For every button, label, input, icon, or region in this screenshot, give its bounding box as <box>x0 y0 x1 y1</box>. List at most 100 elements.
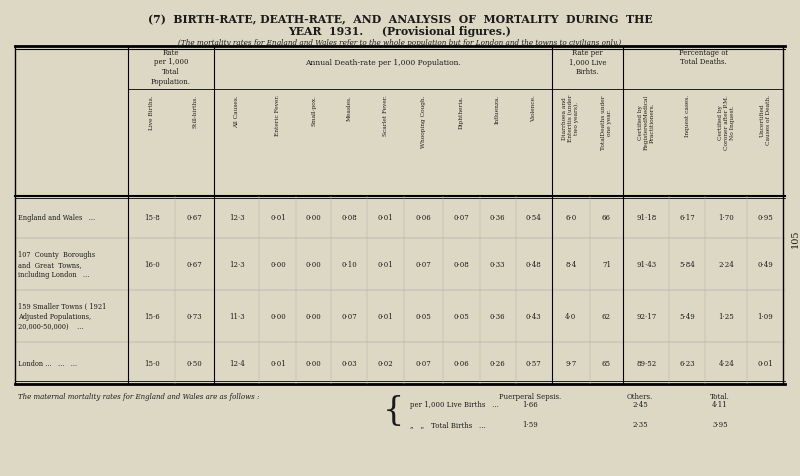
Text: Measles.: Measles. <box>347 95 352 120</box>
Text: England and Wales   ...: England and Wales ... <box>18 214 95 221</box>
Text: Diphtheria.: Diphtheria. <box>458 95 463 129</box>
Text: 0·67: 0·67 <box>187 260 202 268</box>
Text: 91·43: 91·43 <box>636 260 656 268</box>
Text: 12·4: 12·4 <box>229 359 245 367</box>
Text: 0·50: 0·50 <box>187 359 202 367</box>
Text: 91·18: 91·18 <box>636 214 656 221</box>
Text: Annual Death-rate per 1,000 Population.: Annual Death-rate per 1,000 Population. <box>305 59 461 67</box>
Text: 0·67: 0·67 <box>187 214 202 221</box>
Text: 1·59: 1·59 <box>522 420 538 428</box>
Text: 5·84: 5·84 <box>679 260 695 268</box>
Text: 0·01: 0·01 <box>270 359 286 367</box>
Text: 0·48: 0·48 <box>526 260 542 268</box>
Text: 89·52: 89·52 <box>636 359 656 367</box>
Text: 0·01: 0·01 <box>758 359 773 367</box>
Text: per 1,000 Live Births   ...: per 1,000 Live Births ... <box>410 400 499 408</box>
Text: 3·95: 3·95 <box>712 420 728 428</box>
Text: 0·36: 0·36 <box>490 214 506 221</box>
Text: Whooping Cough.: Whooping Cough. <box>421 95 426 147</box>
Text: 0·95: 0·95 <box>758 214 773 221</box>
Text: 6·0: 6·0 <box>565 214 576 221</box>
Text: 0·01: 0·01 <box>378 312 394 320</box>
Text: 105: 105 <box>790 229 799 248</box>
Text: YEAR  1931.     (Provisional figures.): YEAR 1931. (Provisional figures.) <box>289 26 511 37</box>
Text: (The mortality rates for England and Wales refer to the whole population but for: (The mortality rates for England and Wal… <box>178 39 622 47</box>
Text: 0·07: 0·07 <box>415 359 431 367</box>
Text: Influenza.: Influenza. <box>495 95 500 124</box>
Text: 8·4: 8·4 <box>565 260 576 268</box>
Text: 71: 71 <box>602 260 611 268</box>
Text: 2·45: 2·45 <box>632 400 648 408</box>
Text: 2·24: 2·24 <box>718 260 734 268</box>
Text: Certified by
RegisteredMedical
Practitioners.: Certified by RegisteredMedical Practitio… <box>638 95 654 150</box>
Text: „   „   Total Births   ...: „ „ Total Births ... <box>410 420 486 428</box>
Text: 15·8: 15·8 <box>144 214 159 221</box>
Text: 0·49: 0·49 <box>758 260 773 268</box>
Text: 0·05: 0·05 <box>415 312 431 320</box>
Text: 0·10: 0·10 <box>342 260 358 268</box>
Text: 6·23: 6·23 <box>679 359 695 367</box>
Text: Still-births.: Still-births. <box>192 95 198 128</box>
Text: 0·01: 0·01 <box>270 214 286 221</box>
Text: 5·49: 5·49 <box>679 312 695 320</box>
Text: {: { <box>382 394 404 426</box>
Text: 1·09: 1·09 <box>758 312 773 320</box>
Text: 0·36: 0·36 <box>490 312 506 320</box>
Text: (7)  BIRTH-RATE, DEATH-RATE,  AND  ANALYSIS  OF  MORTALITY  DURING  THE: (7) BIRTH-RATE, DEATH-RATE, AND ANALYSIS… <box>148 14 652 25</box>
Text: Scarlet Fever.: Scarlet Fever. <box>383 95 388 136</box>
Text: 92·17: 92·17 <box>636 312 656 320</box>
Text: TotalDeaths under
one year.: TotalDeaths under one year. <box>601 95 612 149</box>
Text: 15·6: 15·6 <box>144 312 159 320</box>
Text: 0·26: 0·26 <box>490 359 506 367</box>
Text: 0·57: 0·57 <box>526 359 542 367</box>
Text: 0·73: 0·73 <box>187 312 202 320</box>
Text: 0·06: 0·06 <box>415 214 431 221</box>
Text: Rate
per 1,000
Total
Population.: Rate per 1,000 Total Population. <box>151 49 191 85</box>
Text: Rate per
1,000 Live
Birhts.: Rate per 1,000 Live Birhts. <box>569 49 606 76</box>
Text: 0·00: 0·00 <box>306 312 322 320</box>
Text: Percentage of
Total Deaths.: Percentage of Total Deaths. <box>678 49 728 66</box>
Text: 0·54: 0·54 <box>526 214 542 221</box>
Text: 0·00: 0·00 <box>306 260 322 268</box>
Text: 4·24: 4·24 <box>718 359 734 367</box>
Text: 159 Smaller Towns ( 1921
Adjusted Populations,
20,000-50,000)    ...: 159 Smaller Towns ( 1921 Adjusted Popula… <box>18 303 106 330</box>
Text: 0·02: 0·02 <box>378 359 394 367</box>
Text: 0·01: 0·01 <box>378 260 394 268</box>
Text: Small-pox.: Small-pox. <box>311 95 316 126</box>
Text: Violence.: Violence. <box>531 95 536 122</box>
Text: 9·7: 9·7 <box>565 359 576 367</box>
Text: 0·00: 0·00 <box>306 214 322 221</box>
Text: 0·00: 0·00 <box>306 359 322 367</box>
Text: 65: 65 <box>602 359 611 367</box>
Text: 11·3: 11·3 <box>229 312 245 320</box>
Text: 1·66: 1·66 <box>522 400 538 408</box>
Text: 0·07: 0·07 <box>415 260 431 268</box>
Text: 0·01: 0·01 <box>378 214 394 221</box>
Text: 0·00: 0·00 <box>270 312 286 320</box>
Text: 0·03: 0·03 <box>342 359 357 367</box>
Text: Diarrhoea and
Enteritis (under
two years).: Diarrhoea and Enteritis (under two years… <box>562 95 579 142</box>
Text: 0·43: 0·43 <box>526 312 542 320</box>
Text: Enteric Fever.: Enteric Fever. <box>275 95 280 136</box>
Text: 1·25: 1·25 <box>718 312 734 320</box>
Text: All Causes.: All Causes. <box>234 95 239 128</box>
Text: 1·70: 1·70 <box>718 214 734 221</box>
Text: 16·0: 16·0 <box>144 260 159 268</box>
Text: 0·05: 0·05 <box>453 312 469 320</box>
Text: 0·33: 0·33 <box>490 260 506 268</box>
Text: 0·00: 0·00 <box>270 260 286 268</box>
Text: 12·3: 12·3 <box>229 214 245 221</box>
Text: Puerperal Sepsis.: Puerperal Sepsis. <box>499 392 561 400</box>
Text: 2·35: 2·35 <box>632 420 648 428</box>
Text: Certified by
Coroner after P.M.
No Inquest.: Certified by Coroner after P.M. No Inque… <box>718 95 735 149</box>
Text: 0·08: 0·08 <box>453 260 469 268</box>
Text: London ...   ...   ...: London ... ... ... <box>18 359 77 367</box>
Text: Uncertified
Causes of Death.: Uncertified Causes of Death. <box>760 95 770 145</box>
Text: 0·07: 0·07 <box>453 214 469 221</box>
Text: Total.: Total. <box>710 392 730 400</box>
Text: 15·0: 15·0 <box>144 359 159 367</box>
Text: 0·07: 0·07 <box>342 312 358 320</box>
Text: Live Births.: Live Births. <box>149 95 154 129</box>
Text: 0·08: 0·08 <box>342 214 358 221</box>
Text: 62: 62 <box>602 312 611 320</box>
